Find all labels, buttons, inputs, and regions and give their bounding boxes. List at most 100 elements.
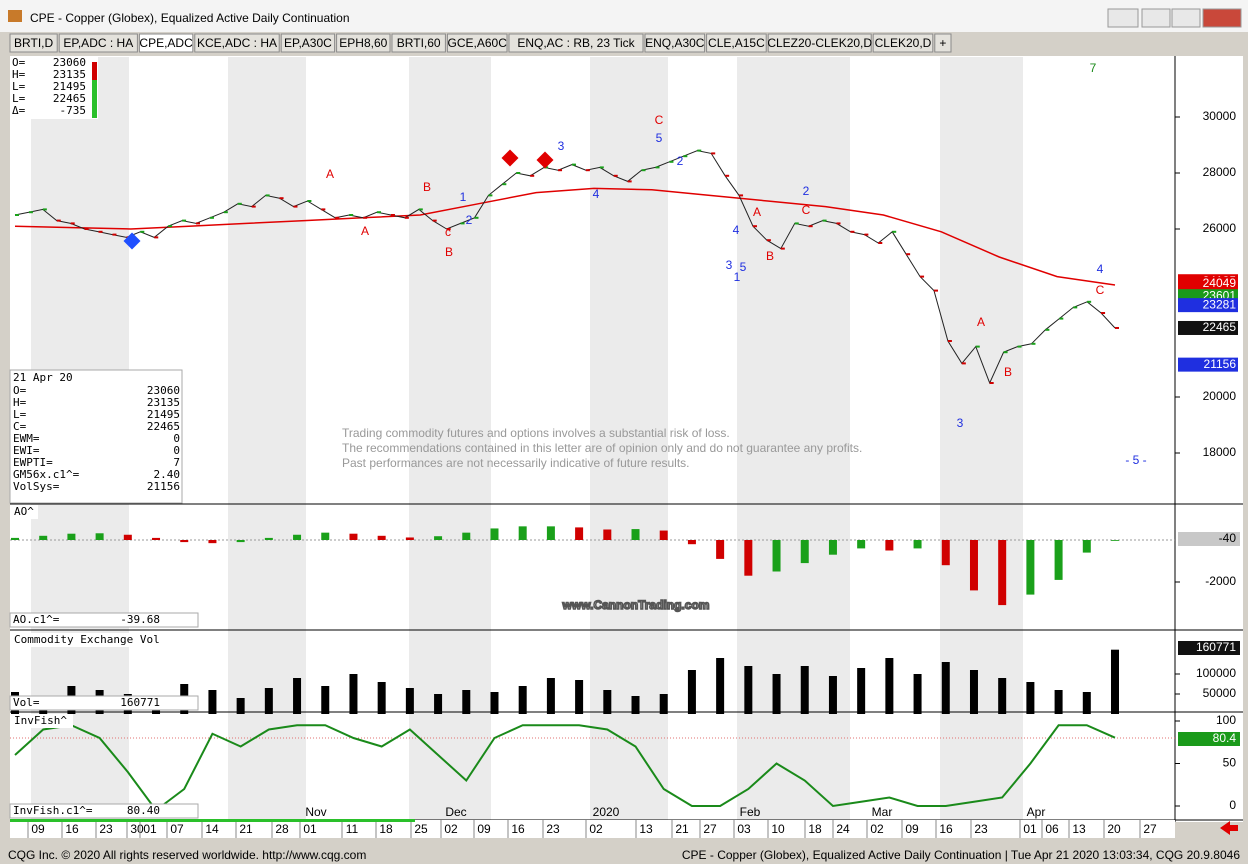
data-key: EWI= <box>13 444 40 457</box>
signal-diamond <box>123 232 141 250</box>
wave-label: C <box>655 113 664 127</box>
month-label: Feb <box>740 805 761 819</box>
histogram-bar <box>744 540 753 576</box>
panel-title-bg <box>11 714 73 728</box>
tab-label: CLEZ20-CLEK20,D <box>767 36 872 50</box>
x-tick-label: 07 <box>170 822 184 836</box>
tab[interactable] <box>58 33 138 53</box>
x-tick-label: 16 <box>939 822 953 836</box>
histogram-bar <box>95 533 104 540</box>
wave-label: c <box>445 225 451 239</box>
panel-title-bg <box>11 505 38 519</box>
x-tick-label: 09 <box>477 822 491 836</box>
wave-label: A <box>977 315 985 329</box>
price-label: 24049 <box>1203 276 1237 290</box>
close-button[interactable] <box>1202 8 1242 28</box>
histogram-bar <box>885 540 894 551</box>
x-tick-label: 16 <box>511 822 525 836</box>
maximize-button[interactable] <box>1171 8 1201 28</box>
quote-key: Δ= <box>12 104 26 117</box>
histogram-bar <box>349 533 358 540</box>
x-tick-label: 23 <box>99 822 113 836</box>
tab[interactable] <box>336 33 391 53</box>
y-tick-label: 20000 <box>1203 389 1237 403</box>
tab-label: GCE,A60C <box>448 36 508 50</box>
tab-label: CPE,ADC <box>139 36 193 50</box>
x-tick-label: 13 <box>1072 822 1086 836</box>
histogram-bar <box>377 535 386 540</box>
quote-box <box>10 57 98 119</box>
tab[interactable] <box>872 33 934 53</box>
tab[interactable] <box>644 33 706 53</box>
tab[interactable] <box>391 33 446 53</box>
signal-diamond <box>536 151 554 169</box>
tab-label: BRTI,D <box>14 36 53 50</box>
histogram-bar <box>405 688 414 714</box>
tab[interactable] <box>9 33 58 53</box>
current-box <box>1178 641 1240 655</box>
current-box <box>1178 532 1240 546</box>
status-bar <box>0 846 1248 864</box>
histogram-bar <box>631 529 640 540</box>
tab[interactable] <box>706 33 767 53</box>
histogram-bar <box>969 670 978 714</box>
tab[interactable] <box>934 33 952 53</box>
x-tick-label: 09 <box>31 822 45 836</box>
tab[interactable] <box>446 33 508 53</box>
wave-label: 1 <box>734 270 741 284</box>
scroll-arrow[interactable] <box>1220 821 1238 835</box>
x-tick-label: 16 <box>65 822 79 836</box>
tab[interactable] <box>138 33 194 53</box>
title-bar <box>0 0 1248 32</box>
tab[interactable] <box>280 33 336 53</box>
histogram-bar <box>264 537 273 540</box>
tab[interactable] <box>194 33 280 53</box>
histogram-bar <box>1026 682 1035 714</box>
histogram-bar <box>152 537 161 540</box>
month-band <box>590 57 668 820</box>
x-axis <box>10 820 1175 838</box>
x-tick-label: 18 <box>808 822 822 836</box>
histogram-bar <box>857 540 866 549</box>
tab-label: EPH8,60 <box>339 36 387 50</box>
histogram-bar <box>518 686 527 714</box>
histogram-bar <box>236 540 245 543</box>
histogram-bar <box>1082 692 1091 714</box>
wave-label: A <box>361 224 369 238</box>
histogram-bar <box>913 674 922 714</box>
x-tick-label: 14 <box>205 822 219 836</box>
readout-key: Vol= <box>13 696 40 709</box>
data-key: VolSys= <box>13 480 60 493</box>
x-tick-label: 03 <box>737 822 751 836</box>
price-label-box <box>1178 276 1238 291</box>
x-tick-label: 21 <box>675 822 689 836</box>
histogram-bar <box>180 540 189 543</box>
histogram-bar <box>518 526 527 540</box>
wave-label: 2 <box>466 213 473 227</box>
quote-value: -735 <box>60 104 87 117</box>
y-tick-label: 100000 <box>1196 666 1236 680</box>
month-label: Apr <box>1027 805 1046 819</box>
wave-label: B <box>445 245 453 259</box>
wave-label: 2 <box>677 154 684 168</box>
x-tick-label: 28 <box>275 822 289 836</box>
price-label: 21156 <box>1204 357 1237 371</box>
tab-label: ENQ,A30C <box>645 36 705 50</box>
histogram-bar <box>349 674 358 714</box>
month-label: Mar <box>872 805 893 819</box>
wave-label: C <box>1096 283 1105 297</box>
tab-label: ENQ,AC : RB, 23 Tick <box>517 36 635 50</box>
wave-label: 3 <box>726 258 733 272</box>
tab[interactable] <box>767 33 872 53</box>
price-label-box <box>1178 357 1238 372</box>
wave-label: C <box>802 203 811 217</box>
status-left: CQG Inc. © 2020 All rights reserved worl… <box>8 848 366 862</box>
minimize-button[interactable] <box>1141 8 1171 28</box>
data-value: 23060 <box>147 384 180 397</box>
data-key: L= <box>13 408 27 421</box>
panel-title: AO^ <box>14 505 34 518</box>
link-button[interactable] <box>1107 8 1139 28</box>
histogram-bar <box>1054 690 1063 714</box>
tab[interactable] <box>508 33 644 53</box>
